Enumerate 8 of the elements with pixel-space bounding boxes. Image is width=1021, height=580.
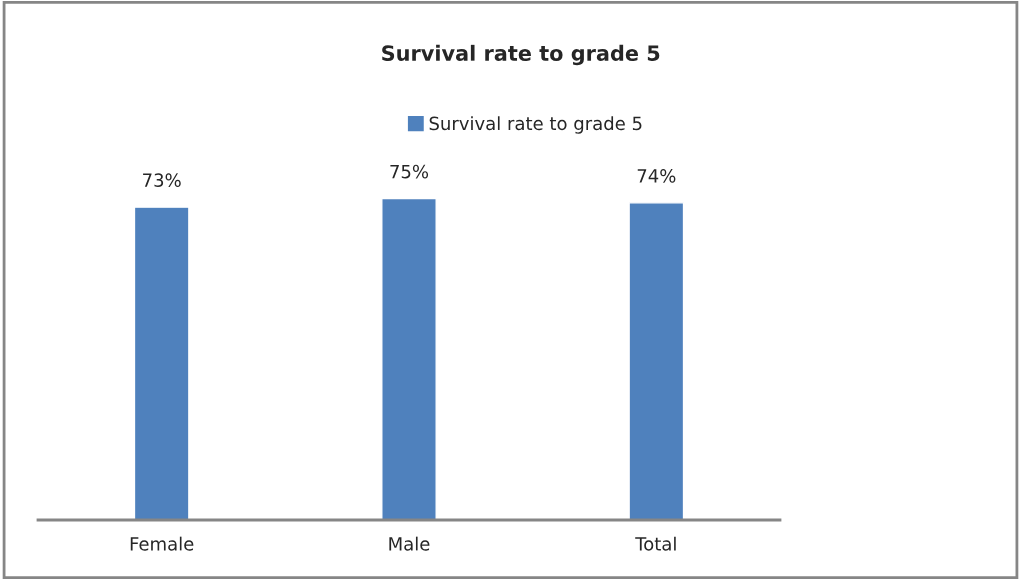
x-tick-label: Total [635, 536, 676, 551]
chart-title: Survival rate to grade 5 [382, 44, 660, 66]
legend-label: Survival rate to grade 5 [429, 116, 642, 134]
data-label: 75% [390, 164, 429, 179]
data-label: 74% [637, 169, 676, 183]
x-tick-label: Male [389, 536, 430, 551]
x-tick-label: Female [130, 536, 194, 551]
data-label: 73% [143, 173, 181, 187]
